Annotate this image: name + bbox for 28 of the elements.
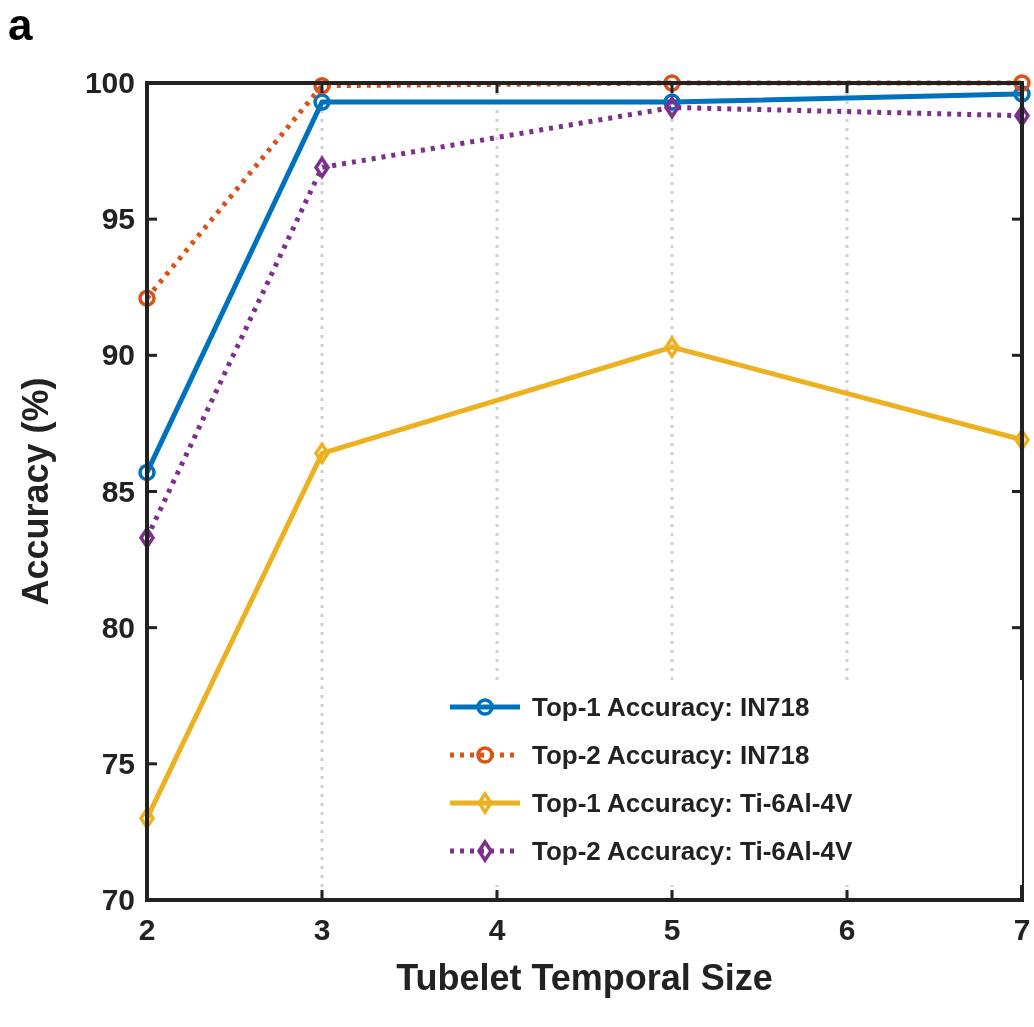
point: [139, 527, 155, 549]
point: [138, 289, 156, 307]
y-tick-label: 70: [101, 883, 135, 916]
y-tick-label: 100: [84, 66, 135, 99]
point: [663, 74, 681, 92]
text: a: [8, 0, 33, 49]
point: [664, 336, 680, 358]
y-axis-title: Accuracy (%): [15, 377, 56, 606]
legend-label: Top-2 Accuracy: Ti-6Al-4V: [532, 836, 853, 866]
point: [313, 93, 331, 111]
point: [313, 76, 331, 95]
legend-label: Top-1 Accuracy: Ti-6Al-4V: [532, 788, 853, 818]
y-tick-label: 75: [101, 746, 135, 780]
legend-label: Top-2 Accuracy: IN718: [532, 740, 810, 770]
x-tick-label: 2: [138, 913, 156, 946]
x-tick-label: 4: [488, 913, 506, 946]
x-tick-label: 3: [313, 913, 331, 946]
x-tick-label: 6: [838, 913, 856, 946]
y-tick-label: 80: [101, 610, 135, 644]
x-tick-label: 5: [663, 913, 681, 946]
x-tick-label: 7: [1013, 913, 1031, 946]
y-tick-label: 95: [101, 202, 135, 236]
point: [138, 463, 156, 482]
y-tick-label: 85: [101, 474, 135, 508]
y-tick-label: 90: [101, 338, 135, 372]
x-axis-title: Tubelet Temporal Size: [396, 957, 773, 998]
point: [1014, 429, 1030, 451]
legend-label: Top-1 Accuracy: IN718: [532, 692, 810, 722]
